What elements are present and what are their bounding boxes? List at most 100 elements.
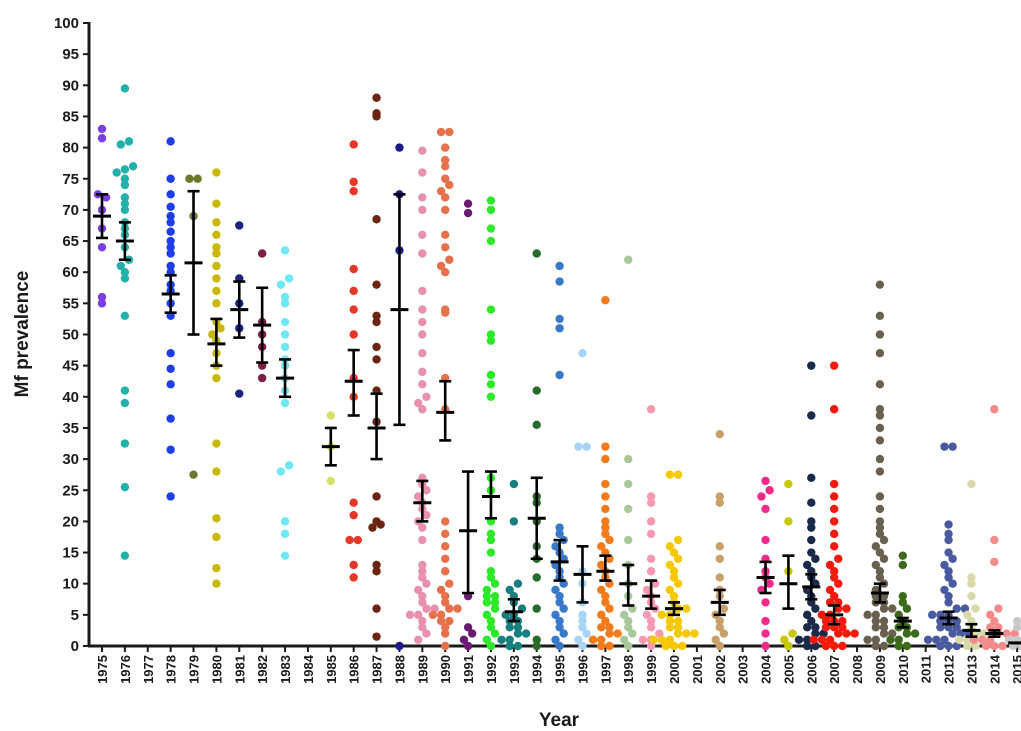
data-point-2010 bbox=[902, 604, 912, 613]
x-tick-label: 2008 bbox=[850, 655, 865, 684]
data-point-1995 bbox=[551, 635, 560, 644]
data-point-1998 bbox=[624, 616, 633, 626]
data-point-1980 bbox=[212, 373, 221, 383]
data-point-2004 bbox=[761, 598, 770, 607]
data-point-2014 bbox=[990, 557, 999, 567]
x-tick-label: 2001 bbox=[690, 655, 705, 684]
data-point-2007 bbox=[809, 635, 818, 644]
data-point-1985 bbox=[326, 476, 335, 486]
data-point-1992 bbox=[486, 529, 496, 539]
data-point-1998 bbox=[624, 623, 633, 632]
data-point-1989 bbox=[418, 591, 427, 601]
data-point-1986 bbox=[349, 498, 358, 507]
data-point-2006 bbox=[802, 635, 812, 644]
data-point-1978 bbox=[166, 137, 175, 146]
data-point-2009 bbox=[875, 504, 885, 514]
data-point-1989 bbox=[414, 492, 423, 501]
data-point-1986 bbox=[353, 535, 362, 545]
data-point-1995 bbox=[559, 629, 568, 638]
data-point-1999 bbox=[642, 585, 652, 595]
x-tick-label: 1981 bbox=[232, 655, 247, 684]
data-point-1992 bbox=[490, 604, 500, 613]
data-point-1976 bbox=[120, 199, 130, 208]
x-tick-label: 1975 bbox=[95, 655, 110, 684]
data-point-1997 bbox=[601, 517, 610, 526]
y-tick-label: 35 bbox=[62, 420, 79, 437]
data-point-1995 bbox=[551, 585, 560, 595]
data-point-2000 bbox=[673, 616, 683, 626]
data-point-1978 bbox=[166, 445, 175, 454]
data-point-1990 bbox=[441, 598, 450, 607]
data-point-1983 bbox=[280, 330, 290, 339]
data-point-1995 bbox=[555, 324, 564, 333]
data-point-1976 bbox=[120, 205, 130, 215]
x-tick-label: 1996 bbox=[575, 655, 590, 684]
y-tick-label: 100 bbox=[54, 15, 79, 32]
data-point-1997 bbox=[605, 629, 614, 638]
data-point-1997 bbox=[601, 616, 610, 626]
data-point-1993 bbox=[513, 579, 523, 588]
x-tick-label: 1976 bbox=[118, 655, 133, 684]
data-point-1990 bbox=[436, 261, 446, 271]
data-point-1980 bbox=[216, 324, 225, 333]
data-point-1986 bbox=[349, 573, 358, 582]
data-point-1998 bbox=[624, 535, 633, 545]
data-point-2012 bbox=[927, 610, 937, 620]
data-point-1990 bbox=[441, 143, 450, 152]
x-tick-label: 1987 bbox=[370, 655, 385, 684]
x-tick-label: 1992 bbox=[484, 655, 499, 684]
data-point-1980 bbox=[212, 299, 221, 308]
data-point-2000 bbox=[669, 591, 679, 601]
data-point-1990 bbox=[445, 604, 454, 613]
data-point-1997 bbox=[597, 641, 606, 651]
data-point-1989 bbox=[418, 523, 427, 532]
data-point-2009 bbox=[875, 411, 885, 420]
data-point-2007 bbox=[829, 405, 839, 414]
data-point-2009 bbox=[879, 616, 889, 626]
data-point-1989 bbox=[418, 146, 427, 155]
data-point-1975 bbox=[97, 299, 107, 308]
data-point-2007 bbox=[821, 641, 831, 651]
data-point-1992 bbox=[486, 380, 496, 389]
data-point-1993 bbox=[505, 635, 514, 644]
data-point-2009 bbox=[875, 436, 885, 445]
data-point-1995 bbox=[555, 370, 564, 380]
data-point-2007 bbox=[829, 479, 839, 489]
data-point-2007 bbox=[838, 641, 847, 651]
data-point-1983 bbox=[276, 280, 286, 289]
data-point-1989 bbox=[418, 623, 427, 632]
data-point-2007 bbox=[834, 554, 843, 563]
data-point-2009 bbox=[863, 610, 872, 620]
data-point-1987 bbox=[372, 560, 381, 570]
data-point-2009 bbox=[875, 280, 885, 289]
data-point-2006 bbox=[807, 361, 816, 370]
data-point-2009 bbox=[875, 348, 885, 358]
y-axis: 0 5 10 15 20 25 30 35 40 45 50 55 60 65 70 75 80 85 90 95 10… bbox=[54, 15, 91, 655]
data-point-1991 bbox=[459, 635, 469, 644]
x-tick-label: 1999 bbox=[644, 655, 659, 684]
data-point-1992 bbox=[486, 236, 496, 246]
data-point-2013 bbox=[971, 604, 980, 613]
data-point-2002 bbox=[715, 554, 724, 563]
data-point-1999 bbox=[638, 635, 648, 644]
data-point-1997 bbox=[601, 504, 610, 514]
data-point-2009 bbox=[871, 623, 881, 632]
data-point-1999 bbox=[646, 623, 656, 632]
data-point-2006 bbox=[807, 616, 816, 626]
data-point-2007 bbox=[825, 560, 835, 570]
x-tick-label: 2007 bbox=[827, 655, 842, 684]
data-point-1980 bbox=[212, 514, 221, 523]
data-point-2002 bbox=[715, 492, 724, 501]
data-point-1987 bbox=[372, 517, 381, 526]
data-point-1983 bbox=[280, 551, 290, 560]
data-point-2009 bbox=[875, 523, 885, 532]
data-point-1999 bbox=[646, 616, 656, 626]
data-point-1983 bbox=[280, 398, 290, 408]
data-point-1989 bbox=[422, 579, 431, 588]
data-point-1989 bbox=[418, 330, 427, 339]
data-point-1978 bbox=[166, 211, 175, 221]
data-point-1999 bbox=[646, 405, 656, 414]
x-tick-label: 1991 bbox=[461, 655, 476, 684]
data-point-2006 bbox=[807, 411, 816, 420]
data-point-1989 bbox=[414, 398, 423, 408]
